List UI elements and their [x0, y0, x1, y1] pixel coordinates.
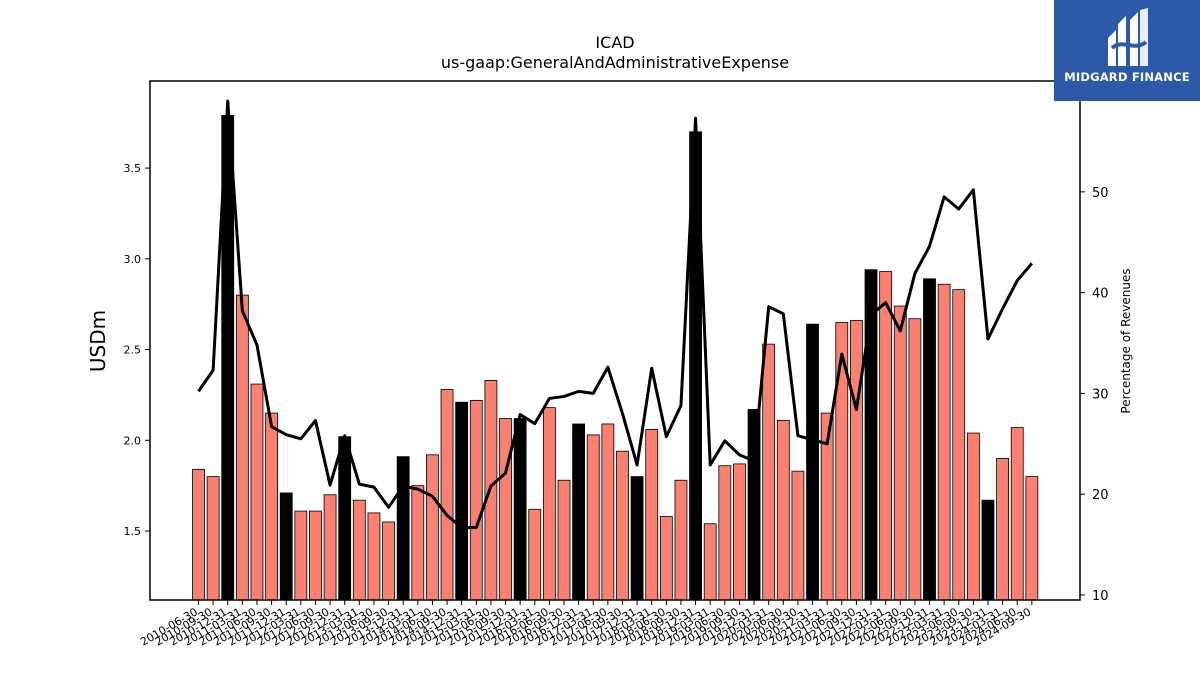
- y-axis-ticks: 1.5 2.0 2.5 3.0 3.5: [124, 162, 150, 538]
- bar-quarter: [937, 283, 951, 601]
- bar-quarter: [265, 412, 279, 601]
- y-tick-label: 2.0: [124, 434, 142, 447]
- logo-text: MIDGARD FINANCE: [1064, 70, 1190, 84]
- bar-annual: [279, 492, 293, 601]
- bar-quarter: [645, 429, 659, 601]
- bar-quarter: [586, 434, 600, 601]
- bar-quarter: [966, 432, 980, 601]
- bar-quarter: [996, 458, 1009, 601]
- bar-quarter: [206, 476, 220, 601]
- bar-quarter: [791, 470, 805, 601]
- bar-quarter: [557, 479, 571, 601]
- bar-annual: [747, 409, 761, 601]
- bar-quarter: [250, 383, 264, 601]
- logo-mark-icon: [1108, 8, 1148, 66]
- y-tick-label: 1.5: [124, 525, 142, 538]
- bar-quarter: [893, 305, 907, 601]
- y2-tick-label: 50: [1092, 186, 1109, 201]
- y-tick-label: 3.5: [124, 162, 142, 175]
- bar-annual: [923, 278, 936, 601]
- bar-quarter: [352, 499, 366, 601]
- y2-tick-label: 40: [1092, 287, 1109, 302]
- bar-annual: [513, 418, 527, 601]
- bar-quarter: [674, 479, 688, 601]
- brand-logo: MIDGARD FINANCE: [1054, 0, 1200, 101]
- bar-quarter: [309, 510, 322, 601]
- y-axis-label: USDm: [86, 310, 110, 372]
- bars-group: [192, 115, 1039, 601]
- bar-quarter: [908, 318, 922, 601]
- bar-quarter: [718, 465, 732, 601]
- bar-quarter: [411, 485, 425, 601]
- bar-quarter: [1010, 427, 1024, 601]
- chart-title: ICAD: [595, 33, 634, 52]
- bar-quarter: [762, 343, 776, 601]
- bar-quarter: [499, 418, 512, 601]
- bar-quarter: [1025, 476, 1039, 601]
- bar-annual: [572, 423, 586, 601]
- y2-axis-label: Percentage of Revenues: [1119, 268, 1133, 413]
- y-tick-label: 2.5: [124, 344, 142, 357]
- bar-quarter: [235, 294, 249, 601]
- bar-quarter: [294, 510, 308, 601]
- bar-quarter: [367, 512, 381, 601]
- plot-frame: [149, 80, 1081, 601]
- bar-quarter: [616, 450, 629, 601]
- bar-quarter: [659, 516, 673, 601]
- bar-quarter: [850, 320, 863, 601]
- bar-annual: [338, 436, 352, 601]
- bar-annual: [981, 499, 995, 601]
- bar-annual: [455, 401, 469, 601]
- bar-quarter: [879, 271, 893, 601]
- x-axis-ticks: 2010-06-302010-09-302010-12-312011-03-31…: [138, 600, 1033, 649]
- bar-quarter: [323, 494, 337, 601]
- bar-quarter: [469, 399, 483, 601]
- y2-tick-label: 20: [1092, 488, 1109, 503]
- bar-quarter: [542, 407, 556, 601]
- bar-quarter: [601, 423, 615, 601]
- bar-quarter: [952, 289, 966, 601]
- bar-quarter: [528, 508, 542, 601]
- y2-tick-label: 10: [1092, 589, 1109, 604]
- percentage-line: [197, 99, 1033, 529]
- bar-quarter: [426, 454, 439, 601]
- bar-quarter: [192, 468, 205, 601]
- bar-annual: [630, 476, 644, 601]
- chart-subtitle: us-gaap:GeneralAndAdministrativeExpense: [441, 53, 789, 72]
- bar-quarter: [440, 389, 454, 601]
- bar-quarter: [835, 321, 849, 601]
- bar-annual: [806, 323, 819, 601]
- bar-annual: [396, 456, 410, 601]
- bar-quarter: [382, 521, 395, 601]
- bar-quarter: [733, 463, 746, 601]
- bar-quarter: [776, 419, 790, 601]
- y2-axis-ticks: 10 20 30 40 50: [1080, 186, 1109, 604]
- y-tick-label: 3.0: [124, 253, 142, 266]
- bar-quarter: [703, 523, 717, 601]
- y2-tick-label: 30: [1092, 387, 1109, 402]
